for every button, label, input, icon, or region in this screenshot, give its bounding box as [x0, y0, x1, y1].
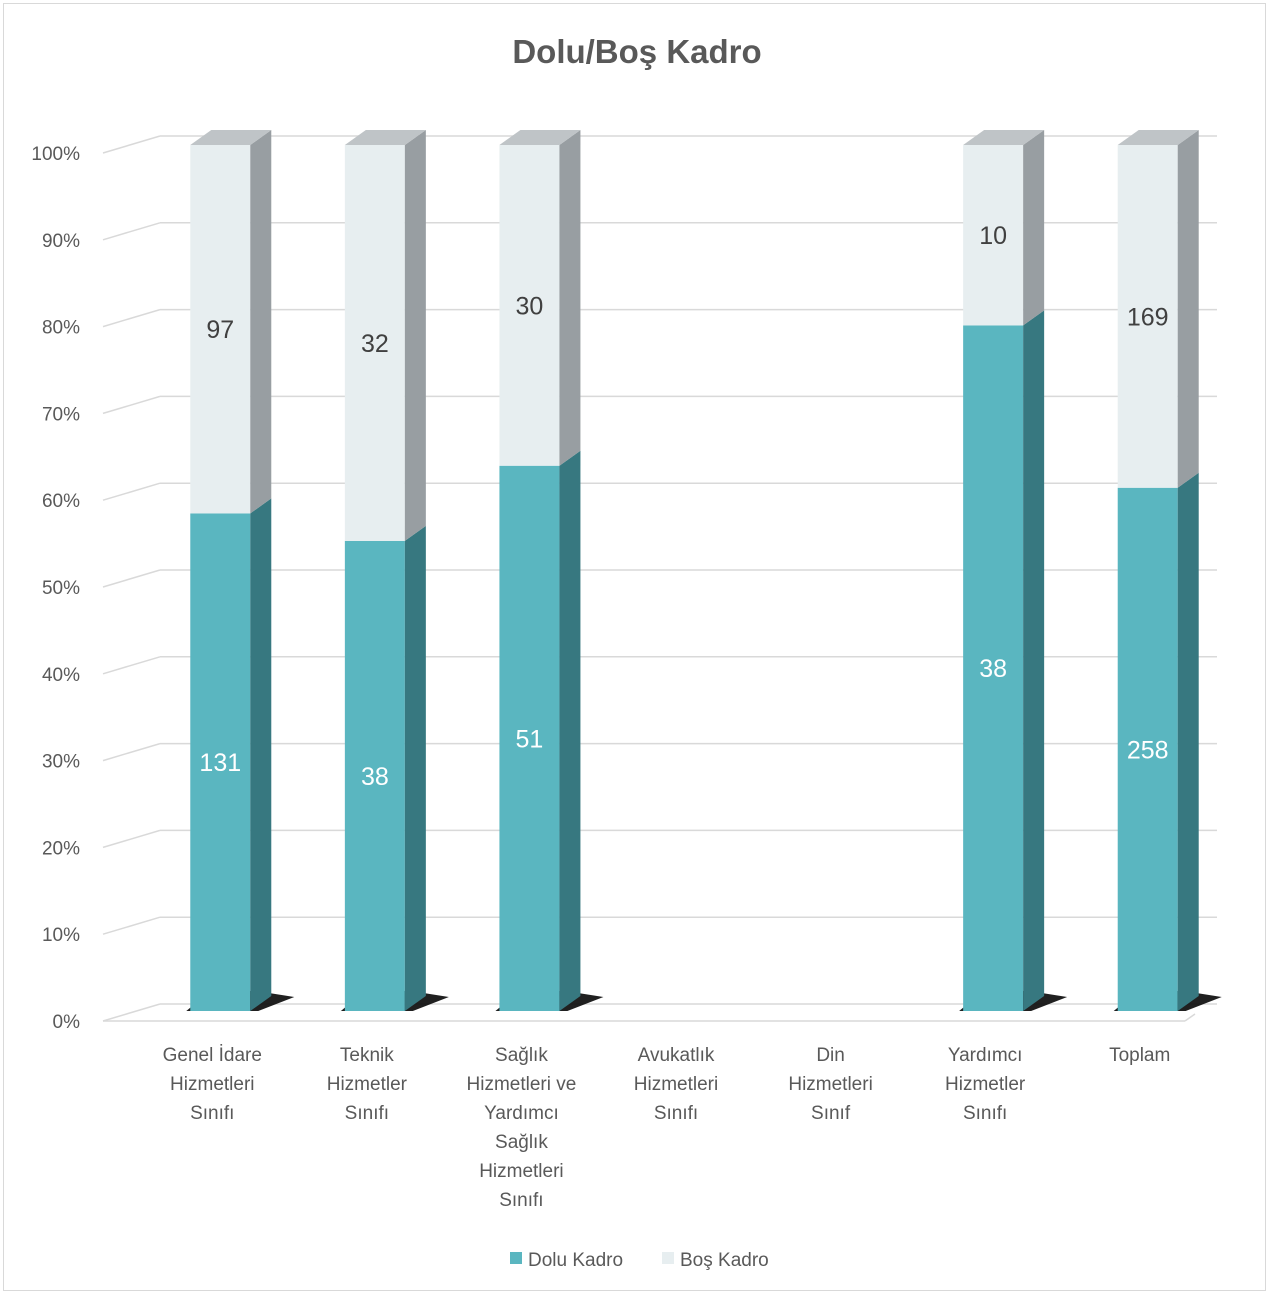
bar-top: [963, 130, 1045, 145]
x-category-label: Toplam: [1109, 1045, 1170, 1066]
bar-dolu-kadro: [344, 540, 405, 1011]
data-label-dolu-kadro: 38: [979, 655, 1007, 683]
bar-bos-kadro-side: [404, 130, 426, 541]
x-category-label: Avukatlık Hizmetleri Sınıfı: [634, 1045, 718, 1124]
y-tick-label: 40%: [42, 665, 80, 686]
bar-bos-kadro: [190, 145, 251, 514]
gridline-diagonal: [102, 135, 161, 154]
bar-top: [499, 130, 581, 145]
bar-dolu-kadro: [1117, 487, 1178, 1012]
data-label-bos-kadro: 32: [361, 330, 389, 358]
x-category-label: Yardımcı Hizmetler Sınıfı: [945, 1045, 1026, 1124]
data-label-bos-kadro: 97: [206, 316, 234, 344]
bar-dolu-kadro-side: [404, 525, 426, 1011]
x-category-label: Din Hizmetleri Sınıf: [788, 1045, 872, 1124]
floor-side-edge: [1184, 1013, 1196, 1022]
data-label-bos-kadro: 169: [1127, 303, 1169, 331]
gridline-diagonal: [102, 742, 161, 762]
bar-top: [190, 130, 272, 145]
legend-swatch: [662, 1252, 674, 1264]
bar-dolu-kadro-side: [559, 450, 581, 1012]
data-label-dolu-kadro: 258: [1127, 736, 1169, 764]
data-label-dolu-kadro: 131: [199, 749, 241, 777]
gridline-diagonal: [102, 656, 161, 675]
gridline-diagonal: [102, 829, 161, 849]
bar-dolu-kadro: [190, 513, 251, 1011]
y-tick-label: 60%: [42, 491, 80, 512]
y-tick-label: 70%: [42, 404, 80, 425]
y-tick-label: 100%: [31, 144, 80, 165]
bar-top: [344, 130, 426, 145]
y-tick-label: 50%: [42, 578, 80, 599]
gridline-diagonal: [102, 916, 161, 935]
data-label-dolu-kadro: 51: [516, 725, 544, 753]
bar-dolu-kadro: [499, 465, 560, 1012]
y-tick-label: 0%: [53, 1012, 81, 1033]
chart-title: Dolu/Boş Kadro: [512, 33, 761, 70]
bar-dolu-kadro-side: [1023, 310, 1045, 1012]
legend-swatch: [510, 1252, 522, 1264]
bar-dolu-kadro: [963, 325, 1024, 1012]
y-tick-label: 10%: [42, 925, 80, 946]
x-category-label: Teknik Hizmetler Sınıfı: [327, 1045, 408, 1124]
y-tick-label: 90%: [42, 231, 80, 252]
gridline-diagonal: [102, 222, 161, 241]
gridline-diagonal: [102, 569, 161, 588]
y-tick-label: 20%: [42, 838, 80, 859]
legend-label: Dolu Kadro: [528, 1250, 623, 1271]
bar-top: [1117, 130, 1199, 145]
x-category-label: Sağlık Hizmetleri ve Yardımcı Sağlık Hizmetl…: [467, 1045, 577, 1211]
gridline-diagonal: [102, 482, 161, 501]
bar-dolu-kadro-side: [250, 498, 272, 1011]
bar-bos-kadro: [344, 145, 405, 541]
legend-label: Boş Kadro: [680, 1250, 769, 1271]
data-label-dolu-kadro: 38: [361, 763, 389, 791]
y-tick-label: 80%: [42, 318, 80, 339]
gridline-diagonal: [102, 308, 161, 328]
bar-bos-kadro-side: [1023, 130, 1045, 326]
bar-bos-kadro-side: [559, 130, 581, 466]
data-label-bos-kadro: 10: [979, 222, 1007, 250]
bar-bos-kadro: [963, 145, 1024, 326]
bar-bos-kadro-side: [250, 130, 272, 514]
x-category-label: Genel İdare Hizmetleri Sınıfı: [163, 1045, 262, 1124]
bar-bos-kadro: [499, 145, 560, 466]
y-tick-label: 30%: [42, 752, 80, 773]
data-label-bos-kadro: 30: [516, 292, 544, 320]
bar-bos-kadro: [1117, 145, 1178, 488]
gridline-diagonal: [102, 1003, 161, 1022]
bar-dolu-kadro-side: [1177, 472, 1199, 1012]
gridline-diagonal: [102, 395, 161, 415]
bar-bos-kadro-side: [1177, 130, 1199, 488]
